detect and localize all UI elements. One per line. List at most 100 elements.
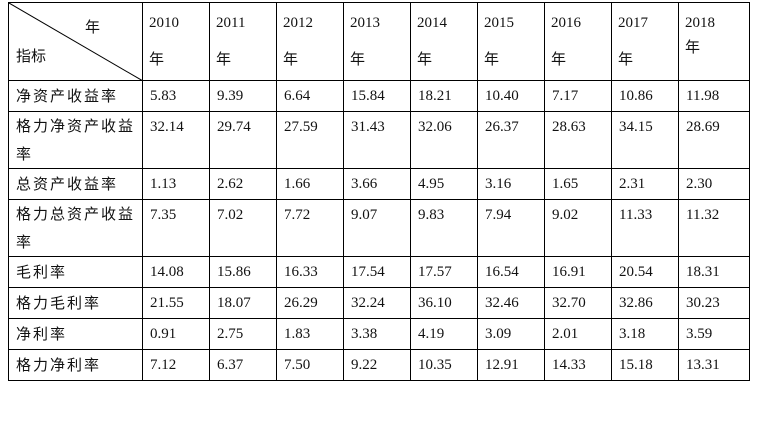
table-cell: 3.66 <box>343 168 411 200</box>
year-suffix: 年 <box>149 50 165 68</box>
financial-ratio-table: 年 指标 2010 年 2011 年 2012 年 2013 年 2014 年 2015 年… <box>8 2 750 381</box>
table-cell: 10.86 <box>611 80 679 112</box>
table-cell: 18.07 <box>209 287 277 319</box>
table-cell: 34.15 <box>611 111 679 169</box>
table-cell: 16.54 <box>477 256 545 288</box>
table-cell: 9.02 <box>544 199 612 257</box>
table-cell: 31.43 <box>343 111 411 169</box>
table-cell: 1.83 <box>276 318 344 350</box>
table-row: 净资产收益率 5.83 9.39 6.64 15.84 18.21 10.40 7.17 10.… <box>8 80 750 112</box>
table-cell: 36.10 <box>410 287 478 319</box>
row-label: 格力净利率 <box>8 349 143 381</box>
year-suffix: 年 <box>685 38 701 56</box>
year-suffix: 年 <box>484 50 500 68</box>
table-cell: 18.31 <box>678 256 750 288</box>
header-row: 年 指标 2010 年 2011 年 2012 年 2013 年 2014 年 2015 年… <box>8 2 750 81</box>
table-cell: 32.24 <box>343 287 411 319</box>
table-cell: 9.39 <box>209 80 277 112</box>
row-label: 毛利率 <box>8 256 143 288</box>
corner-year-label: 年 <box>84 18 100 36</box>
table-cell: 20.54 <box>611 256 679 288</box>
table-cell: 9.22 <box>343 349 411 381</box>
table-cell: 2.62 <box>209 168 277 200</box>
table-cell: 3.18 <box>611 318 679 350</box>
table-cell: 27.59 <box>276 111 344 169</box>
year-number: 2015 <box>484 15 514 31</box>
table-cell: 7.50 <box>276 349 344 381</box>
table-cell: 9.83 <box>410 199 478 257</box>
year-header-2015: 2015 年 <box>477 2 545 81</box>
year-header-2010: 2010 年 <box>142 2 210 81</box>
table-row: 总资产收益率 1.13 2.62 1.66 3.66 4.95 3.16 1.65 2.31 2.… <box>8 168 750 200</box>
table-cell: 1.13 <box>142 168 210 200</box>
table-cell: 32.46 <box>477 287 545 319</box>
table-cell: 11.98 <box>678 80 750 112</box>
table-cell: 17.57 <box>410 256 478 288</box>
table-cell: 32.70 <box>544 287 612 319</box>
row-label: 总资产收益率 <box>8 168 143 200</box>
table-cell: 2.30 <box>678 168 750 200</box>
table-cell: 32.14 <box>142 111 210 169</box>
table-cell: 3.59 <box>678 318 750 350</box>
table-row: 净利率 0.91 2.75 1.83 3.38 4.19 3.09 2.01 3.18 3.59 <box>8 318 750 350</box>
table-cell: 4.95 <box>410 168 478 200</box>
table-cell: 28.63 <box>544 111 612 169</box>
year-number: 2011 <box>216 15 246 31</box>
table-cell: 16.91 <box>544 256 612 288</box>
table-row: 格力净资产收益率 32.14 29.74 27.59 31.43 32.06 26.37 28… <box>8 111 750 169</box>
year-header-2012: 2012 年 <box>276 2 344 81</box>
year-number: 2012 <box>283 15 313 31</box>
table-row: 格力毛利率 21.55 18.07 26.29 32.24 36.10 32.46 32.70… <box>8 287 750 319</box>
year-header-2014: 2014 年 <box>410 2 478 81</box>
table-cell: 10.35 <box>410 349 478 381</box>
table-cell: 5.83 <box>142 80 210 112</box>
year-suffix: 年 <box>350 50 366 68</box>
table-cell: 3.16 <box>477 168 545 200</box>
row-label: 格力总资产收益率 <box>8 199 143 257</box>
table-cell: 32.06 <box>410 111 478 169</box>
table-cell: 10.40 <box>477 80 545 112</box>
row-label: 格力毛利率 <box>8 287 143 319</box>
year-header-2016: 2016 年 <box>544 2 612 81</box>
table-cell: 12.91 <box>477 349 545 381</box>
header-corner-cell: 年 指标 <box>8 2 143 81</box>
table-cell: 13.31 <box>678 349 750 381</box>
table-cell: 18.21 <box>410 80 478 112</box>
table-cell: 11.32 <box>678 199 750 257</box>
year-number: 2017 <box>618 15 648 31</box>
table-cell: 28.69 <box>678 111 750 169</box>
year-number: 2014 <box>417 15 447 31</box>
table-cell: 9.07 <box>343 199 411 257</box>
table-cell: 32.86 <box>611 287 679 319</box>
row-label: 净资产收益率 <box>8 80 143 112</box>
year-suffix: 年 <box>216 50 232 68</box>
diagonal-divider <box>9 3 143 81</box>
year-header-2018: 2018 年 <box>678 2 750 81</box>
table-cell: 6.64 <box>276 80 344 112</box>
table-cell: 3.09 <box>477 318 545 350</box>
table-cell: 7.35 <box>142 199 210 257</box>
table-cell: 0.91 <box>142 318 210 350</box>
table-cell: 14.08 <box>142 256 210 288</box>
table-cell: 21.55 <box>142 287 210 319</box>
table-cell: 1.65 <box>544 168 612 200</box>
corner-indicator-label: 指标 <box>16 47 47 65</box>
table-cell: 11.33 <box>611 199 679 257</box>
table-cell: 26.37 <box>477 111 545 169</box>
year-number: 2018 <box>685 15 715 31</box>
table-cell: 17.54 <box>343 256 411 288</box>
table-cell: 3.38 <box>343 318 411 350</box>
table-cell: 7.17 <box>544 80 612 112</box>
table-cell: 14.33 <box>544 349 612 381</box>
row-label: 格力净资产收益率 <box>8 111 143 169</box>
year-suffix: 年 <box>417 50 433 68</box>
year-header-2017: 2017 年 <box>611 2 679 81</box>
table-cell: 30.23 <box>678 287 750 319</box>
table-row: 毛利率 14.08 15.86 16.33 17.54 17.57 16.54 16.91 20… <box>8 256 750 288</box>
table-cell: 2.31 <box>611 168 679 200</box>
table-cell: 7.72 <box>276 199 344 257</box>
table-cell: 7.02 <box>209 199 277 257</box>
table-cell: 2.01 <box>544 318 612 350</box>
table-cell: 15.86 <box>209 256 277 288</box>
year-suffix: 年 <box>618 50 634 68</box>
